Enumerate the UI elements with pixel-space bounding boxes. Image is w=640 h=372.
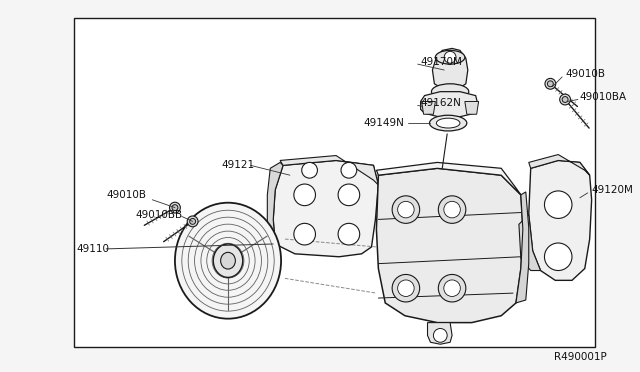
Circle shape [397, 280, 414, 296]
Polygon shape [529, 160, 591, 280]
Circle shape [294, 184, 316, 206]
Circle shape [338, 184, 360, 206]
Polygon shape [516, 192, 529, 303]
Polygon shape [428, 323, 452, 344]
Polygon shape [280, 155, 378, 185]
Text: R490001P: R490001P [554, 352, 606, 362]
Circle shape [560, 94, 570, 105]
Circle shape [189, 218, 196, 224]
Text: 49010BB: 49010BB [136, 209, 183, 219]
Circle shape [562, 97, 568, 102]
Circle shape [392, 196, 420, 223]
Polygon shape [273, 160, 378, 257]
Text: 49149N: 49149N [364, 118, 404, 128]
Ellipse shape [429, 115, 467, 131]
Text: 49010B: 49010B [565, 69, 605, 79]
Circle shape [170, 202, 180, 213]
Polygon shape [376, 168, 523, 323]
Text: 49121: 49121 [221, 160, 254, 170]
Ellipse shape [221, 252, 236, 269]
Circle shape [545, 191, 572, 218]
Circle shape [172, 205, 178, 211]
Circle shape [392, 275, 420, 302]
Polygon shape [422, 102, 435, 114]
Polygon shape [420, 92, 477, 117]
Circle shape [294, 223, 316, 245]
Circle shape [545, 243, 572, 270]
Ellipse shape [435, 50, 465, 64]
Text: 49110: 49110 [77, 244, 109, 254]
Text: 49162N: 49162N [420, 99, 461, 109]
Circle shape [444, 201, 460, 218]
Text: 49010B: 49010B [106, 190, 146, 200]
Bar [74, 18, 595, 347]
Circle shape [444, 51, 456, 63]
Polygon shape [529, 154, 589, 175]
Polygon shape [376, 163, 521, 195]
Circle shape [338, 223, 360, 245]
Polygon shape [268, 163, 283, 247]
Circle shape [433, 328, 447, 342]
Text: 49170M: 49170M [420, 57, 463, 67]
Circle shape [444, 280, 460, 296]
Text: 49010BA: 49010BA [580, 92, 627, 102]
Polygon shape [433, 48, 468, 90]
Circle shape [341, 163, 356, 178]
Ellipse shape [436, 118, 460, 128]
Circle shape [547, 81, 554, 87]
Polygon shape [519, 215, 541, 270]
Text: 49120M: 49120M [591, 185, 634, 195]
Circle shape [438, 275, 466, 302]
Circle shape [301, 163, 317, 178]
Circle shape [438, 196, 466, 223]
Circle shape [397, 201, 414, 218]
Polygon shape [465, 102, 479, 114]
Ellipse shape [431, 84, 468, 100]
Ellipse shape [213, 244, 243, 278]
Circle shape [188, 216, 198, 227]
Circle shape [545, 78, 556, 89]
Ellipse shape [175, 203, 281, 319]
